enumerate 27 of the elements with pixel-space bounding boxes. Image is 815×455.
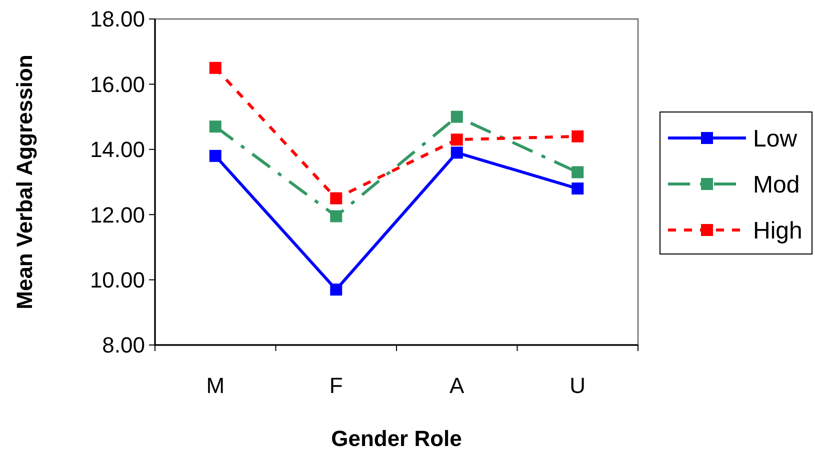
y-tick-label: 12.00: [90, 202, 145, 228]
y-axis-title: Mean Verbal Aggression: [12, 54, 37, 310]
x-tick-label: A: [450, 373, 465, 398]
point: [209, 120, 222, 133]
point: [330, 284, 342, 296]
point: [209, 150, 222, 162]
y-tick-label: 16.00: [90, 72, 145, 97]
y-tick-label: 14.00: [90, 137, 145, 162]
x-axis-title: Gender Role: [331, 426, 462, 451]
point: [330, 192, 342, 204]
point: [572, 130, 584, 142]
point: [450, 134, 463, 146]
y-tick-label: 10.00: [90, 268, 145, 292]
y-tick-label: 18.00: [90, 6, 145, 32]
y-tick-label: 8.00: [102, 332, 145, 358]
point: [450, 110, 463, 123]
point: [572, 166, 584, 178]
x-tick-label: U: [570, 373, 586, 398]
legend-label: Low: [753, 125, 798, 152]
legend-label: High: [753, 217, 802, 244]
point: [330, 210, 342, 222]
point: [209, 62, 222, 74]
legend-label: Mod: [753, 171, 800, 198]
point: [572, 182, 584, 195]
x-tick-label: M: [206, 373, 225, 398]
x-tick-label: F: [329, 373, 343, 398]
point: [450, 146, 463, 159]
